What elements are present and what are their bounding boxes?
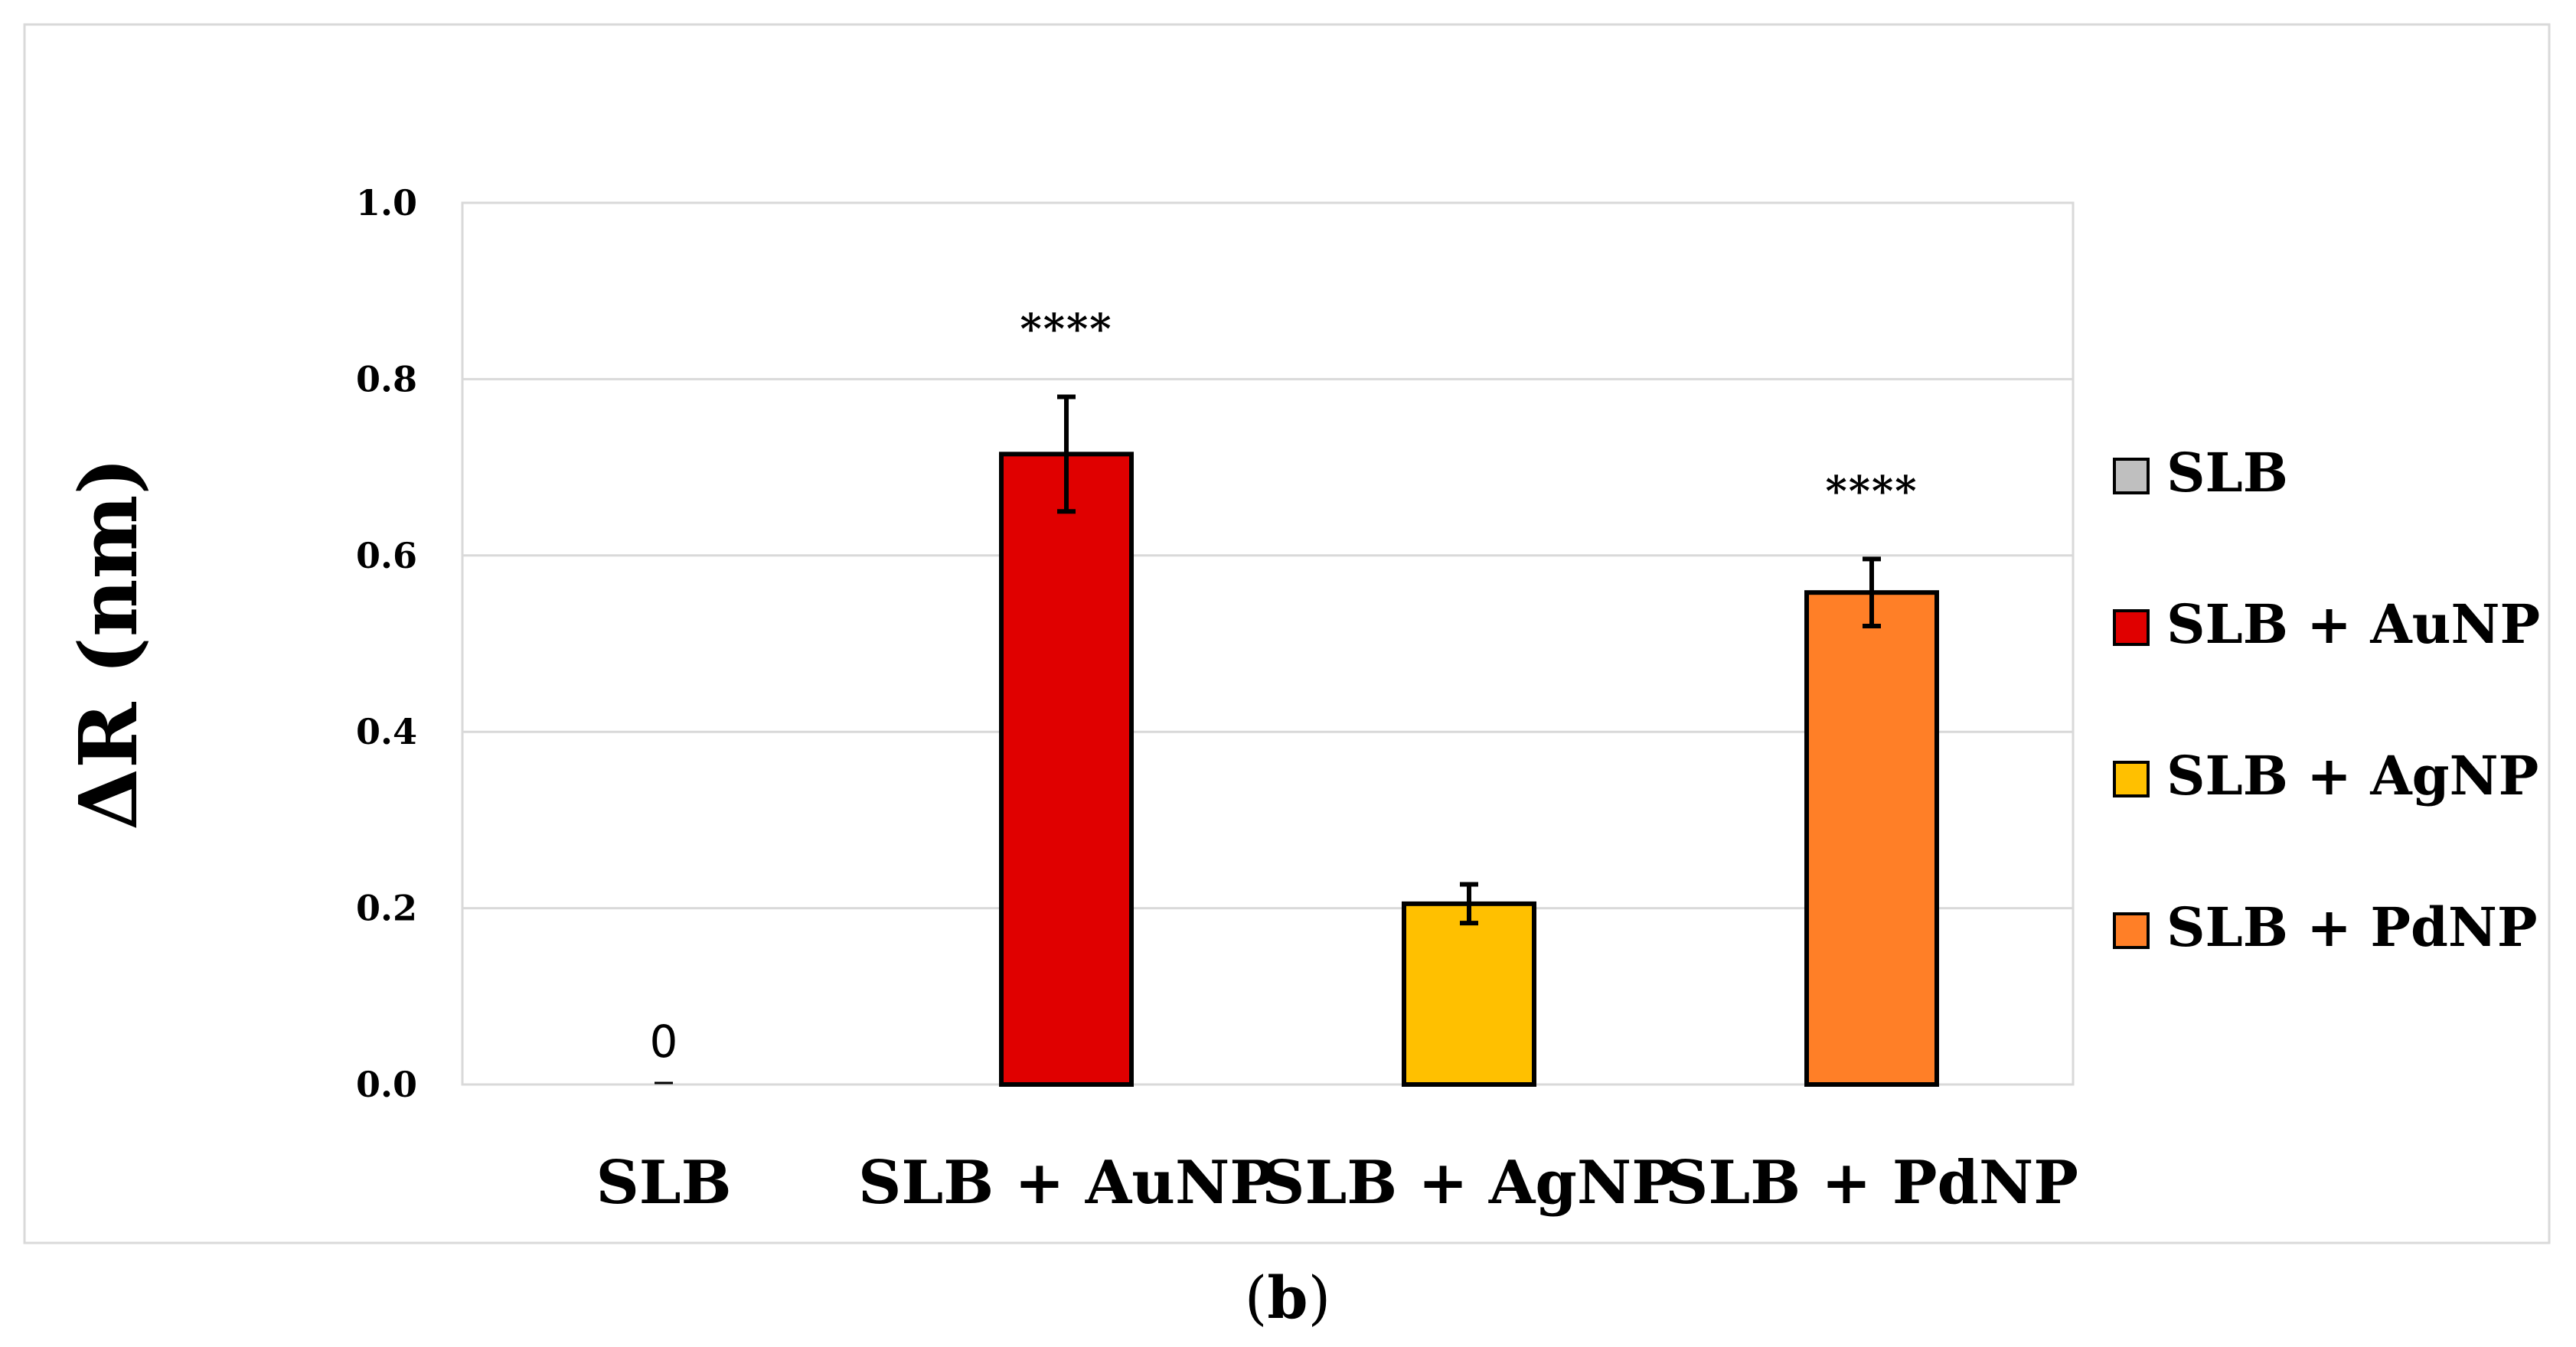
y-tick-label: 0.4 — [356, 711, 417, 752]
legend-label: SLB — [2166, 441, 2288, 504]
legend-label: SLB + AuNP — [2166, 592, 2540, 656]
legend: SLB SLB + AuNP SLB + AgNP SLB + PdNP — [2113, 441, 2540, 959]
bar — [999, 452, 1134, 1087]
y-axis-ticks: 0.0 0.2 0.4 0.6 0.8 1.0 — [356, 182, 417, 1105]
significance-label: **** — [1826, 466, 1918, 515]
figure-caption: (b) — [1245, 1264, 1330, 1332]
significance-label: **** — [1020, 304, 1113, 353]
y-tick-label: 0.8 — [356, 358, 417, 400]
caption-letter: b — [1267, 1264, 1308, 1332]
legend-label: SLB + AgNP — [2166, 744, 2538, 807]
y-tick-label: 0.0 — [356, 1064, 417, 1105]
y-tick-label: 0.2 — [356, 888, 417, 929]
legend-swatch — [2113, 458, 2150, 494]
x-tick-label: SLB + AgNP — [1262, 1148, 1677, 1218]
legend-swatch — [2113, 761, 2150, 797]
legend-swatch — [2113, 912, 2150, 949]
x-tick-label: SLB — [596, 1148, 731, 1218]
legend-label: SLB + PdNP — [2166, 895, 2538, 959]
bar — [1804, 590, 1939, 1087]
x-tick-label: SLB + PdNP — [1665, 1148, 2078, 1218]
figure-border — [23, 23, 2551, 1244]
x-tick-label: SLB + AuNP — [858, 1148, 1275, 1218]
y-tick-label: 1.0 — [356, 182, 417, 223]
bars — [655, 452, 1939, 1087]
caption-close-paren: ) — [1308, 1264, 1331, 1332]
legend-swatch — [2113, 609, 2150, 646]
caption-open-paren: ( — [1245, 1264, 1268, 1332]
error-bars — [1057, 394, 1881, 926]
data-label: 0 — [650, 1016, 678, 1068]
y-tick-label: 0.6 — [356, 535, 417, 576]
bar — [1402, 901, 1536, 1087]
annotations: 0 **** **** — [650, 304, 1918, 1068]
y-axis-label: ΔR (nm) — [61, 457, 155, 830]
